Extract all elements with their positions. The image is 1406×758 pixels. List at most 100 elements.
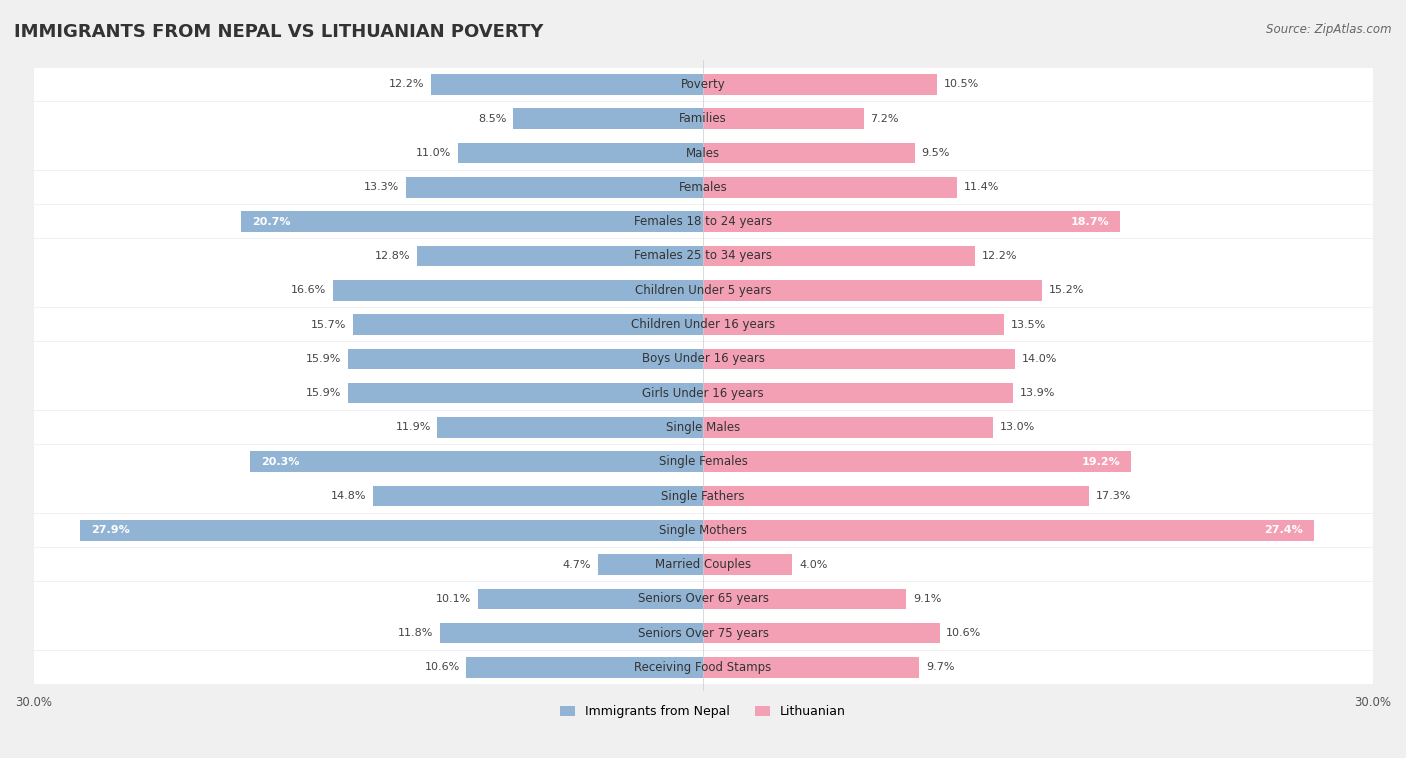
Bar — [440, 623, 703, 644]
Text: Poverty: Poverty — [681, 78, 725, 91]
Text: 14.8%: 14.8% — [330, 491, 366, 501]
Text: 27.9%: 27.9% — [91, 525, 131, 535]
Bar — [240, 211, 703, 232]
Bar — [34, 411, 1372, 444]
Bar — [703, 452, 1132, 472]
Text: Females: Females — [679, 181, 727, 194]
Bar — [34, 342, 1372, 376]
Text: 8.5%: 8.5% — [478, 114, 506, 124]
Bar — [513, 108, 703, 129]
Bar — [34, 205, 1372, 239]
Bar — [703, 623, 939, 644]
Bar — [34, 445, 1372, 478]
Text: Single Females: Single Females — [658, 456, 748, 468]
Bar — [430, 74, 703, 95]
Bar — [703, 417, 993, 437]
Text: 11.0%: 11.0% — [416, 148, 451, 158]
Text: Females 25 to 34 years: Females 25 to 34 years — [634, 249, 772, 262]
Text: Boys Under 16 years: Boys Under 16 years — [641, 352, 765, 365]
Text: 11.8%: 11.8% — [398, 628, 433, 638]
Text: 10.5%: 10.5% — [943, 80, 979, 89]
Bar — [703, 486, 1090, 506]
Text: Females 18 to 24 years: Females 18 to 24 years — [634, 215, 772, 228]
Text: Children Under 5 years: Children Under 5 years — [634, 283, 772, 296]
Bar — [34, 616, 1372, 650]
Text: Families: Families — [679, 112, 727, 125]
Bar — [467, 657, 703, 678]
Bar — [703, 589, 905, 609]
Bar — [34, 376, 1372, 410]
Text: 13.9%: 13.9% — [1019, 388, 1056, 398]
Bar — [598, 554, 703, 575]
Bar — [437, 417, 703, 437]
Bar — [34, 136, 1372, 170]
Text: 14.0%: 14.0% — [1022, 354, 1057, 364]
Text: 15.9%: 15.9% — [307, 354, 342, 364]
Bar — [457, 143, 703, 164]
Text: 10.6%: 10.6% — [946, 628, 981, 638]
Text: 4.7%: 4.7% — [562, 559, 592, 569]
Text: Single Fathers: Single Fathers — [661, 490, 745, 503]
Legend: Immigrants from Nepal, Lithuanian: Immigrants from Nepal, Lithuanian — [555, 700, 851, 723]
Text: 16.6%: 16.6% — [291, 285, 326, 296]
Text: 15.9%: 15.9% — [307, 388, 342, 398]
Text: 12.2%: 12.2% — [388, 80, 425, 89]
Text: 20.7%: 20.7% — [252, 217, 291, 227]
Bar — [703, 383, 1014, 403]
Bar — [80, 520, 703, 540]
Text: Receiving Food Stamps: Receiving Food Stamps — [634, 661, 772, 674]
Text: 12.2%: 12.2% — [981, 251, 1018, 261]
Text: 15.2%: 15.2% — [1049, 285, 1084, 296]
Text: Males: Males — [686, 146, 720, 160]
Text: 27.4%: 27.4% — [1264, 525, 1303, 535]
Bar — [333, 280, 703, 300]
Bar — [34, 548, 1372, 581]
Text: 10.1%: 10.1% — [436, 594, 471, 604]
Text: 9.5%: 9.5% — [922, 148, 950, 158]
Text: 13.5%: 13.5% — [1011, 320, 1046, 330]
Bar — [703, 349, 1015, 369]
Bar — [703, 74, 938, 95]
Text: 11.4%: 11.4% — [965, 183, 1000, 193]
Text: IMMIGRANTS FROM NEPAL VS LITHUANIAN POVERTY: IMMIGRANTS FROM NEPAL VS LITHUANIAN POVE… — [14, 23, 544, 41]
Bar — [34, 582, 1372, 615]
Bar — [703, 108, 863, 129]
Bar — [406, 177, 703, 198]
Bar — [703, 280, 1042, 300]
Bar — [34, 171, 1372, 204]
Text: 12.8%: 12.8% — [375, 251, 411, 261]
Text: Source: ZipAtlas.com: Source: ZipAtlas.com — [1267, 23, 1392, 36]
Text: 9.1%: 9.1% — [912, 594, 941, 604]
Bar — [34, 513, 1372, 547]
Bar — [373, 486, 703, 506]
Bar — [34, 102, 1372, 136]
Bar — [478, 589, 703, 609]
Bar — [34, 308, 1372, 341]
Bar — [250, 452, 703, 472]
Text: Married Couples: Married Couples — [655, 558, 751, 571]
Bar — [349, 383, 703, 403]
Text: Single Mothers: Single Mothers — [659, 524, 747, 537]
Text: 4.0%: 4.0% — [799, 559, 827, 569]
Bar — [703, 315, 1004, 335]
Text: 9.7%: 9.7% — [927, 662, 955, 672]
Text: 18.7%: 18.7% — [1070, 217, 1109, 227]
Text: Children Under 16 years: Children Under 16 years — [631, 318, 775, 331]
Bar — [349, 349, 703, 369]
Text: Single Males: Single Males — [666, 421, 740, 434]
Text: 7.2%: 7.2% — [870, 114, 898, 124]
Text: Seniors Over 75 years: Seniors Over 75 years — [637, 627, 769, 640]
Text: 15.7%: 15.7% — [311, 320, 346, 330]
Bar — [703, 520, 1315, 540]
Bar — [34, 240, 1372, 273]
Bar — [703, 143, 915, 164]
Bar — [703, 246, 976, 266]
Text: 11.9%: 11.9% — [395, 422, 430, 432]
Text: 13.0%: 13.0% — [1000, 422, 1035, 432]
Text: Seniors Over 65 years: Seniors Over 65 years — [637, 593, 769, 606]
Bar — [34, 479, 1372, 513]
Bar — [703, 177, 957, 198]
Bar — [703, 657, 920, 678]
Text: 17.3%: 17.3% — [1095, 491, 1132, 501]
Bar — [703, 554, 792, 575]
